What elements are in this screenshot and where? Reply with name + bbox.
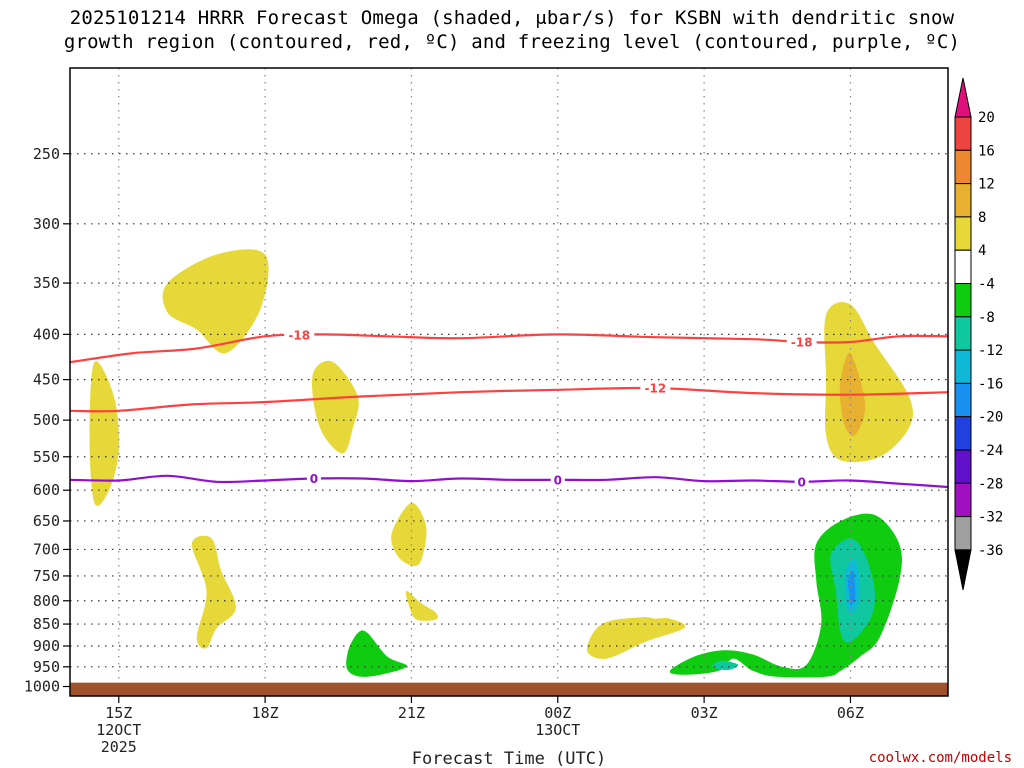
- x-tick-year-label: 2025: [101, 738, 137, 756]
- x-tick-label: 03Z: [691, 704, 718, 722]
- temperature-contour-line: [70, 386, 948, 413]
- y-tick-label: 350: [33, 274, 60, 292]
- colorbar-bin: [954, 516, 972, 551]
- colorbar-label: -36: [978, 543, 1003, 559]
- plot-background: [70, 68, 948, 696]
- colorbar-label: -16: [978, 376, 1003, 392]
- chart-title-line-2: growth region (contoured, red, ºC) and f…: [63, 31, 961, 53]
- contour-label: 0: [797, 475, 805, 489]
- contour-label: -18: [288, 329, 310, 343]
- contour-label-background: [550, 472, 565, 487]
- y-tick-label: 900: [33, 637, 60, 655]
- colorbar-label: 12: [978, 177, 995, 193]
- omega-region: [89, 361, 119, 506]
- colorbar-top-arrow: [954, 77, 972, 118]
- chart-title-line-1: 2025101214 HRRR Forecast Omega (shaded, …: [69, 7, 955, 29]
- x-axis-label: Forecast Time (UTC): [412, 749, 606, 768]
- axis-layer: 250 300 350 400 450 500 550 600 650 700 750 800 850 9…: [24, 67, 949, 756]
- ground-terrain: [70, 682, 948, 696]
- colorbar-bin: [954, 349, 972, 384]
- x-tick-label: 21Z: [398, 704, 425, 722]
- x-tick-date-label: 13OCT: [535, 721, 580, 739]
- colorbar-label: -32: [978, 510, 1003, 526]
- y-tick-label: 650: [33, 512, 60, 530]
- colorbar-bin: [954, 116, 972, 151]
- colorbar-bottom-arrow: [954, 549, 972, 590]
- x-tick-label: 06Z: [837, 704, 864, 722]
- contour-label: -18: [791, 335, 813, 349]
- colorbar-label: -28: [978, 476, 1003, 492]
- y-tick-label: 250: [33, 145, 60, 163]
- ground-layer: [70, 682, 948, 696]
- colorbar-label: -8: [978, 310, 995, 326]
- contour-label-background: [786, 334, 817, 349]
- credit-link[interactable]: coolwx.com/models: [869, 750, 1012, 766]
- omega-region: [191, 535, 236, 649]
- x-tick-label: 18Z: [252, 704, 279, 722]
- omega-region: [346, 630, 408, 677]
- temperature-contour-line: [70, 333, 948, 364]
- omega-region: [586, 616, 686, 659]
- y-tick-label: 550: [33, 448, 60, 466]
- colorbar-bin: [954, 249, 972, 284]
- colorbar-label: 4: [978, 243, 986, 259]
- colorbar-bin: [954, 283, 972, 318]
- y-tick-label: 400: [33, 325, 60, 343]
- contour-label: 0: [310, 472, 318, 486]
- x-tick-label: 00Z: [544, 704, 571, 722]
- contour-label: -12: [644, 382, 666, 396]
- y-tick-label: 500: [33, 411, 60, 429]
- colorbar-bin: [954, 149, 972, 185]
- colorbar-bin: [954, 183, 972, 218]
- plot-frame: [69, 67, 949, 697]
- omega-region: [312, 360, 359, 454]
- contour-layer: -18 -18 -12 0 0 0: [70, 328, 948, 489]
- contour-label-background: [640, 381, 671, 396]
- omega-region: [847, 570, 856, 606]
- colorbar-bin: [954, 449, 972, 484]
- colorbar-bin: [954, 382, 972, 418]
- colorbar-label: -12: [978, 343, 1003, 359]
- colorbar-label: -20: [978, 410, 1003, 426]
- y-tick-label: 750: [33, 567, 60, 585]
- colorbar-label: -24: [978, 443, 1003, 459]
- plot-area: [70, 68, 948, 696]
- colorbar-bin: [954, 416, 972, 451]
- y-tick-label: 300: [33, 215, 60, 233]
- colorbar-label: 16: [978, 143, 995, 159]
- contour-label: 0: [554, 473, 562, 487]
- x-tick-date-label: 12OCT: [96, 721, 141, 739]
- y-tick-label: 450: [33, 371, 60, 389]
- chart-title: 2025101214 HRRR Forecast Omega (shaded, …: [0, 6, 1024, 54]
- contour-label-background: [794, 474, 809, 489]
- y-tick-label: 850: [33, 615, 60, 633]
- x-tick-label: 15Z: [105, 704, 132, 722]
- omega-region: [162, 249, 269, 354]
- omega-region: [712, 660, 739, 671]
- colorbar-label: 20: [978, 110, 995, 126]
- omega-region: [405, 590, 438, 621]
- omega-shading-layer: [89, 249, 913, 678]
- y-tick-label: 950: [33, 658, 60, 676]
- y-tick-label: 1000: [24, 678, 60, 696]
- colorbar-label: -4: [978, 277, 995, 293]
- colorbar-label: 8: [978, 210, 986, 226]
- contour-label-background: [284, 328, 315, 343]
- colorbar: 20 16 12 8 4 -4 -8 -12 -16 -20 -24 -28 -32 -36: [954, 77, 1003, 590]
- colorbar-bin: [954, 482, 972, 518]
- colorbar-bin: [954, 316, 972, 351]
- y-tick-label: 700: [33, 540, 60, 558]
- colorbar-bin: [954, 216, 972, 251]
- omega-region: [391, 502, 427, 567]
- y-tick-label: 600: [33, 481, 60, 499]
- y-tick-label: 800: [33, 592, 60, 610]
- contour-label-background: [306, 471, 321, 486]
